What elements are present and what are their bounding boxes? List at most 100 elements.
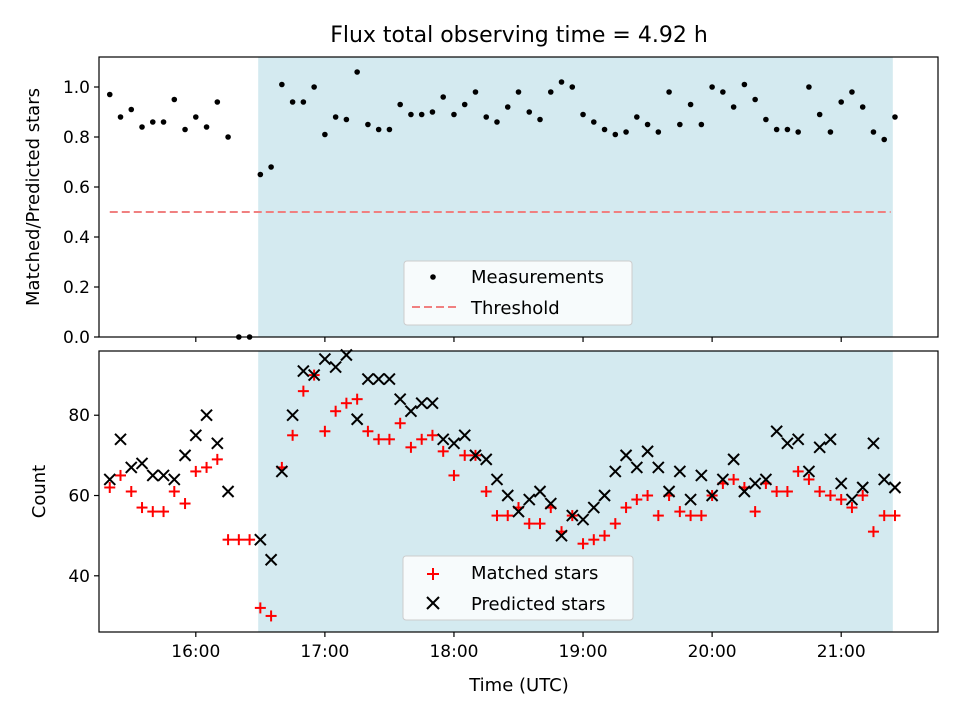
matched-star-point bbox=[265, 610, 277, 622]
measurement-point bbox=[504, 104, 511, 110]
matched-star-point bbox=[620, 502, 632, 514]
matched-star-point bbox=[448, 469, 460, 481]
measurement-point bbox=[816, 111, 823, 118]
ratio-legend-box bbox=[403, 260, 633, 326]
measurement-point bbox=[139, 124, 145, 130]
matched-star-point bbox=[824, 490, 836, 502]
matched-star-point bbox=[577, 538, 589, 550]
ratio-y-tick-label: 0.4 bbox=[63, 228, 90, 248]
ratio-y-ticks: 0.0 0.2 0.4 0.6 0.8 1.0 bbox=[63, 78, 99, 348]
measurement-point bbox=[182, 126, 188, 133]
measurement-point bbox=[193, 114, 199, 120]
predicted-star-point bbox=[318, 352, 332, 366]
predicted-star-point bbox=[641, 445, 654, 458]
measurement-point bbox=[461, 101, 468, 108]
predicted-star-point bbox=[200, 409, 213, 422]
predicted-star-point bbox=[114, 433, 127, 446]
predicted-star-point bbox=[254, 533, 267, 546]
count-x-ticks: 16:00 17:00 18:00 19:00 20:00 21:00 bbox=[171, 632, 866, 662]
matched-star-point bbox=[319, 425, 331, 437]
measurement-point bbox=[666, 89, 672, 95]
measurement-point bbox=[322, 131, 328, 138]
legend-predicted-marker bbox=[426, 596, 440, 610]
predicted-star-point bbox=[738, 485, 751, 498]
legend-matched-label: Matched stars bbox=[471, 563, 598, 584]
ratio-y-tick-label: 0.8 bbox=[63, 128, 90, 148]
predicted-star-point bbox=[845, 493, 859, 506]
measurement-point bbox=[709, 84, 715, 90]
legend-measurements-label: Measurements bbox=[471, 267, 604, 288]
predicted-star-point bbox=[458, 429, 471, 442]
matched-star-point bbox=[878, 510, 890, 522]
matched-star-point bbox=[254, 602, 266, 614]
matched-star-point bbox=[136, 502, 148, 514]
matched-star-point bbox=[814, 486, 826, 497]
measurement-point bbox=[429, 109, 436, 115]
matched-star-point bbox=[190, 465, 202, 477]
matched-star-point bbox=[674, 506, 686, 518]
measurement-point bbox=[440, 94, 447, 100]
measurement-point bbox=[117, 114, 124, 120]
predicted-star-point bbox=[297, 364, 310, 378]
count-legend-box bbox=[402, 555, 634, 621]
predicted-star-point bbox=[480, 453, 493, 466]
ratio-panel-frame bbox=[98, 56, 939, 338]
matched-star-point bbox=[244, 534, 256, 546]
ratio-y-tick-label: 1.0 bbox=[63, 78, 90, 98]
count-panel: 40 60 80 16:00 17:00 18:00 19:00 20:00 21:00 Co… bbox=[29, 348, 939, 696]
measurement-point bbox=[386, 126, 393, 133]
matched-star-point bbox=[222, 534, 234, 546]
matched-star-point bbox=[297, 385, 309, 397]
measurement-point bbox=[881, 136, 888, 143]
predicted-star-point bbox=[781, 437, 794, 450]
predicted-star-point bbox=[856, 481, 869, 494]
measurement-point bbox=[494, 119, 500, 125]
predicted-star-point bbox=[426, 396, 439, 410]
measurement-point bbox=[300, 99, 307, 105]
measurement-point bbox=[730, 104, 737, 110]
matched-star-point bbox=[652, 510, 664, 522]
predicted-star-point bbox=[834, 477, 848, 490]
matched-star-point bbox=[125, 486, 137, 497]
ratio-y-tick-label: 0.0 bbox=[63, 328, 90, 348]
measurement-point bbox=[806, 84, 812, 90]
predicted-star-point bbox=[878, 473, 891, 486]
predicted-star-point bbox=[727, 453, 740, 466]
predicted-star-point bbox=[587, 501, 601, 514]
predicted-stars-points bbox=[103, 348, 902, 566]
count-x-tick-label: 16:00 bbox=[171, 642, 220, 662]
count-y-axis-label: Count bbox=[29, 465, 50, 518]
measurement-point bbox=[472, 89, 479, 95]
matched-star-point bbox=[115, 469, 127, 481]
matched-star-point bbox=[416, 433, 428, 445]
measurement-point bbox=[128, 106, 135, 113]
measurement-point bbox=[623, 129, 629, 135]
measurement-point bbox=[547, 89, 554, 95]
matched-star-point bbox=[459, 449, 471, 461]
measurement-point bbox=[418, 111, 425, 118]
matched-star-point bbox=[609, 518, 621, 530]
matched-star-point bbox=[599, 530, 611, 542]
matched-star-point bbox=[287, 429, 299, 441]
predicted-star-point bbox=[791, 433, 805, 446]
matched-star-point bbox=[695, 510, 707, 522]
matched-star-point bbox=[233, 534, 245, 546]
measurement-point bbox=[149, 119, 156, 125]
measurement-point bbox=[655, 129, 662, 135]
matched-star-point bbox=[394, 417, 406, 429]
matched-star-point bbox=[351, 393, 363, 405]
ratio-legend: Measurements Threshold bbox=[403, 260, 633, 326]
matched-star-point bbox=[437, 445, 449, 457]
measurement-point bbox=[849, 89, 855, 95]
measurement-point bbox=[354, 69, 360, 75]
count-x-tick-label: 18:00 bbox=[429, 642, 478, 662]
predicted-star-point bbox=[867, 437, 880, 450]
predicted-star-point bbox=[469, 449, 482, 462]
measurement-point bbox=[612, 131, 619, 138]
predicted-star-point bbox=[383, 372, 396, 386]
matched-star-point bbox=[889, 510, 901, 522]
predicted-star-point bbox=[609, 465, 622, 478]
predicted-star-point bbox=[501, 489, 514, 502]
predicted-star-point bbox=[662, 485, 676, 498]
predicted-star-point bbox=[307, 368, 321, 382]
